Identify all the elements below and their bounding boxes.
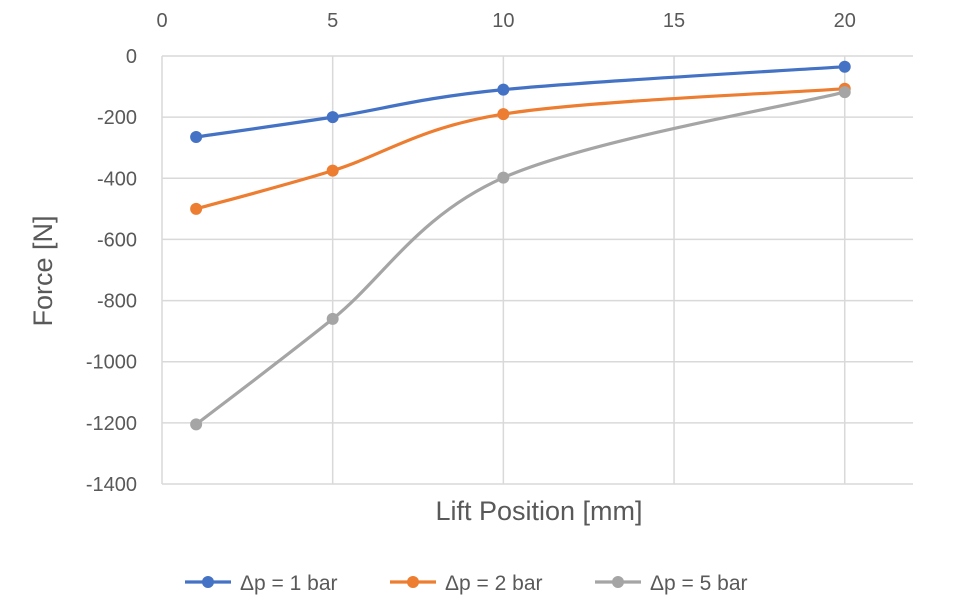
data-point: [497, 83, 510, 96]
legend-item: Δp = 1 bar: [185, 572, 338, 595]
legend-swatch-marker: [612, 576, 624, 588]
series-2: [190, 82, 851, 215]
y-tick-label: -1200: [86, 413, 137, 435]
data-point: [326, 312, 339, 325]
x-tick-labels: 0 5 10 15 20: [156, 10, 855, 32]
series-line: [195, 65, 845, 139]
legend-label: Δp = 2 bar: [445, 572, 543, 595]
legend-item: Δp = 2 bar: [390, 572, 543, 595]
data-point: [497, 108, 510, 121]
y-tick-label: -1000: [86, 352, 137, 374]
series-line: [195, 87, 845, 211]
series-3: [190, 86, 851, 431]
legend-swatch-marker: [407, 576, 419, 588]
legend: Δp = 1 bar Δp = 2 bar Δp = 5 bar: [185, 572, 748, 595]
legend-swatch-marker: [202, 576, 214, 588]
y-tick-label: 0: [126, 46, 137, 68]
x-tick-label: 0: [156, 10, 167, 32]
x-tick-label: 15: [663, 10, 685, 32]
data-point: [190, 418, 203, 431]
legend-item: Δp = 5 bar: [595, 572, 748, 595]
x-axis-title: Lift Position [mm]: [435, 496, 642, 526]
y-axis-title: Force [N]: [28, 215, 58, 326]
series-line: [195, 90, 846, 426]
y-tick-label: -200: [97, 107, 137, 129]
data-point: [497, 171, 510, 184]
y-tick-label: -800: [97, 291, 137, 313]
series-1: [190, 60, 851, 144]
data-point: [326, 164, 339, 177]
y-tick-label: -1400: [86, 474, 137, 496]
data-point: [838, 86, 851, 99]
data-point: [190, 131, 203, 144]
y-tick-labels: 0 -200 -400 -600 -800 -1000 -1200 -1400: [86, 46, 137, 496]
y-tick-label: -600: [97, 229, 137, 251]
y-tick-label: -400: [97, 168, 137, 190]
data-point: [326, 111, 339, 124]
legend-label: Δp = 5 bar: [650, 572, 748, 595]
x-tick-label: 5: [327, 10, 338, 32]
gridlines: [161, 55, 913, 485]
data-point: [838, 60, 851, 73]
series-group: [190, 60, 851, 431]
x-tick-label: 20: [834, 10, 856, 32]
legend-label: Δp = 1 bar: [240, 572, 338, 595]
data-point: [190, 202, 203, 215]
x-tick-label: 10: [492, 10, 514, 32]
